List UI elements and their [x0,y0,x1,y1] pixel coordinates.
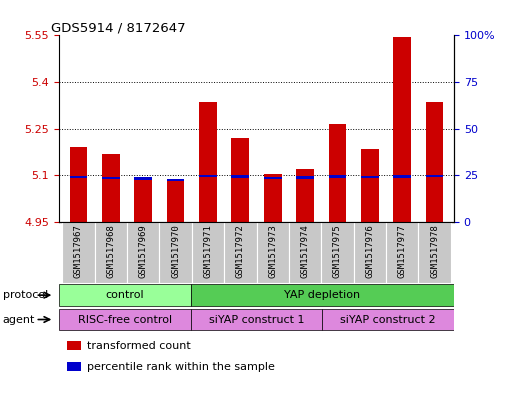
Text: siYAP construct 1: siYAP construct 1 [209,314,304,325]
Bar [134,177,152,222]
Bar [256,222,289,283]
Bar [361,149,379,222]
Bar [224,222,256,283]
Bar [70,176,87,178]
Text: transformed count: transformed count [87,341,190,351]
Text: GSM1517973: GSM1517973 [268,224,277,277]
Bar [191,309,322,331]
Bar [328,175,346,178]
Bar [199,102,217,222]
Text: YAP depletion: YAP depletion [284,290,361,300]
Bar [328,124,346,222]
Bar [426,102,443,222]
Text: control: control [106,290,144,300]
Bar [231,175,249,178]
Bar [94,222,127,283]
Text: GSM1517976: GSM1517976 [365,224,374,277]
Text: protocol: protocol [3,290,48,300]
Bar [426,175,443,177]
Bar [102,154,120,222]
Bar [296,169,314,222]
Text: GSM1517967: GSM1517967 [74,224,83,277]
Bar [167,180,185,222]
Text: GSM1517974: GSM1517974 [301,224,309,277]
Bar [191,284,454,306]
Text: GSM1517968: GSM1517968 [106,224,115,277]
Bar [192,222,224,283]
Text: GSM1517972: GSM1517972 [236,224,245,277]
Bar [102,176,120,179]
Bar [231,138,249,222]
Bar [199,175,217,177]
Text: RISC-free control: RISC-free control [78,314,172,325]
Bar [59,284,191,306]
Text: GSM1517977: GSM1517977 [398,224,407,277]
Bar [289,222,321,283]
Bar [322,309,454,331]
Bar [62,222,94,283]
Text: GSM1517971: GSM1517971 [204,224,212,277]
Text: siYAP construct 2: siYAP construct 2 [340,314,436,325]
Bar [353,222,386,283]
Bar [264,176,282,179]
Bar [67,362,81,371]
Text: GDS5914 / 8172647: GDS5914 / 8172647 [51,21,186,34]
Bar [160,222,192,283]
Text: GSM1517969: GSM1517969 [139,224,148,277]
Bar [393,37,411,222]
Text: GSM1517978: GSM1517978 [430,224,439,277]
Bar [386,222,419,283]
Bar [67,341,81,350]
Text: GSM1517975: GSM1517975 [333,224,342,277]
Bar [296,176,314,179]
Bar [59,309,191,331]
Bar [127,222,160,283]
Bar [167,179,185,181]
Bar [321,222,353,283]
Bar [393,175,411,178]
Text: GSM1517970: GSM1517970 [171,224,180,277]
Bar [361,176,379,178]
Bar [264,174,282,222]
Bar [134,177,152,180]
Bar [419,222,451,283]
Text: agent: agent [3,314,35,325]
Bar [70,147,87,222]
Text: percentile rank within the sample: percentile rank within the sample [87,362,274,371]
